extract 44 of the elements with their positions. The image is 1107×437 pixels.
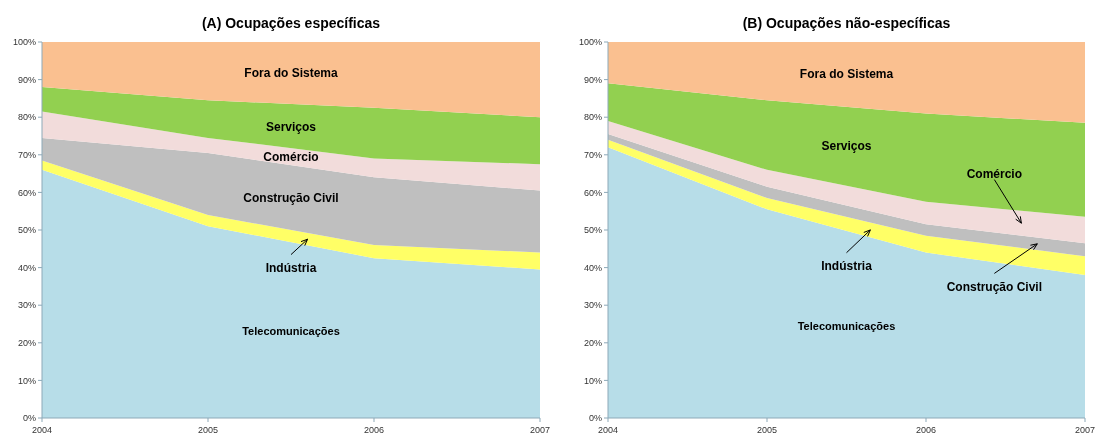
series-label: Serviços [821, 138, 872, 153]
x-tick-label: 2007 [1074, 425, 1096, 435]
y-tick-label: 30% [583, 300, 602, 311]
series-label: Serviços [265, 119, 317, 134]
y-tick-label: 50% [583, 225, 602, 236]
series-label: Indústria [821, 258, 873, 273]
y-tick-label: 0% [588, 413, 602, 424]
series-label: Telecomunicações [242, 325, 340, 338]
x-tick-label: 2004 [31, 425, 53, 435]
text: Construção Civil [946, 279, 1043, 294]
series-label: Comércio [263, 149, 319, 164]
x-tick-label: 2006 [915, 425, 937, 435]
y-tick-label: 50% [17, 225, 36, 236]
series-label: Fora do Sistema [799, 67, 894, 82]
y-tick-label: 80% [583, 112, 602, 123]
series-label: Fora do Sistema [244, 66, 338, 81]
series-label: Indústria [265, 260, 317, 275]
series-label: Telecomunicações [797, 319, 896, 332]
y-tick-label: 20% [17, 337, 36, 348]
y-tick-label: 70% [583, 149, 602, 160]
y-tick-label: 10% [17, 375, 36, 386]
y-tick-label: 90% [17, 74, 36, 85]
x-tick-label: 2006 [363, 425, 385, 435]
y-tick-label: 0% [22, 413, 36, 424]
x-tick-label: 2005 [197, 425, 219, 435]
y-tick-label: 60% [17, 187, 36, 198]
chart-title: (A) Ocupações específicas [201, 15, 381, 31]
x-tick-label: 2004 [597, 425, 619, 435]
y-tick-label: 20% [583, 337, 602, 348]
y-tick-label: 80% [17, 112, 36, 123]
y-tick-label: 90% [583, 74, 602, 85]
y-tick-label: 10% [583, 375, 602, 386]
y-tick-label: 40% [583, 262, 602, 273]
y-tick-label: 40% [17, 262, 36, 273]
y-tick-label: 30% [17, 300, 36, 311]
y-tick-label: 60% [583, 187, 602, 198]
x-tick-label: 2007 [529, 425, 551, 435]
y-tick-label: 100% [12, 37, 36, 48]
y-tick-label: 70% [17, 149, 36, 160]
x-tick-label: 2005 [756, 425, 778, 435]
chart-title: (B) Ocupações não-específicas [742, 15, 951, 31]
series-label: Construção Civil [243, 191, 339, 206]
text: Comércio [966, 166, 1023, 181]
y-tick-label: 100% [578, 37, 602, 48]
